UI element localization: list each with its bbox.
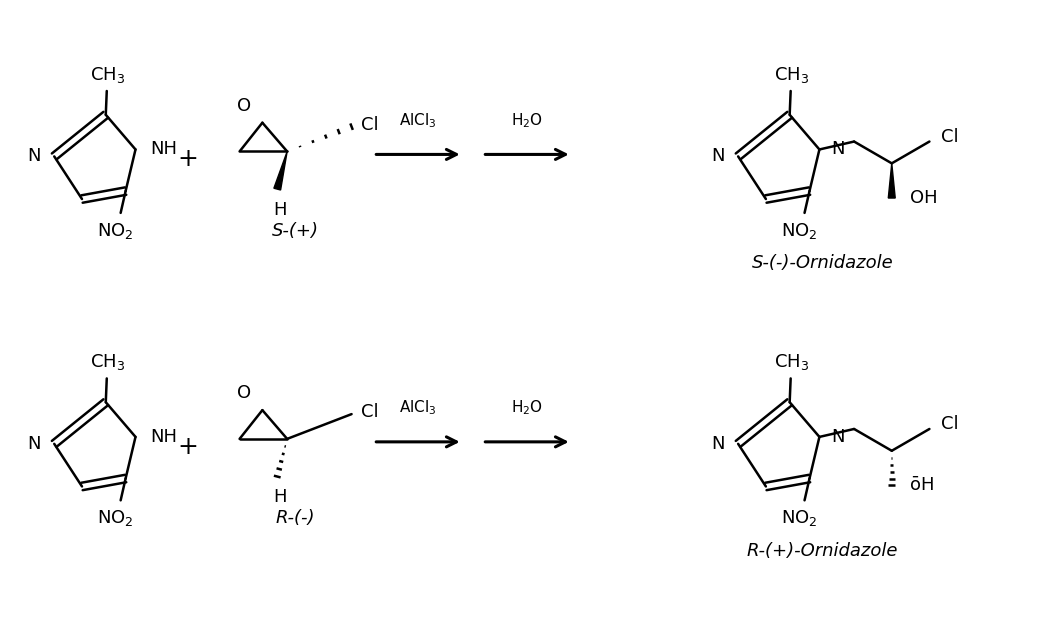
Text: N: N [711,435,725,453]
Text: NO$_2$: NO$_2$ [781,221,818,241]
Text: H: H [273,201,287,219]
Text: Cl: Cl [362,403,379,421]
Text: Cl: Cl [942,415,959,433]
Text: S-(+): S-(+) [272,222,318,240]
Text: O: O [237,384,252,402]
Text: NO$_2$: NO$_2$ [97,508,134,528]
Text: N: N [26,435,40,453]
Text: NO$_2$: NO$_2$ [781,508,818,528]
Text: CH$_3$: CH$_3$ [774,352,809,372]
Text: H: H [273,489,287,506]
Text: Cl: Cl [362,116,379,134]
Text: CH$_3$: CH$_3$ [774,65,809,85]
Text: S-(-)-Ornidazole: S-(-)-Ornidazole [751,254,893,273]
Text: N: N [26,148,40,165]
Text: NH: NH [150,141,178,158]
Text: CH$_3$: CH$_3$ [90,65,126,85]
Text: R-(-): R-(-) [275,509,315,527]
Text: AlCl$_3$: AlCl$_3$ [399,111,437,129]
Text: NH: NH [150,428,178,446]
Text: H$_2$O: H$_2$O [511,111,543,129]
Text: NO$_2$: NO$_2$ [97,221,134,241]
Polygon shape [274,151,287,190]
Text: CH$_3$: CH$_3$ [90,352,126,372]
Text: +: + [178,148,199,171]
Text: O: O [237,97,252,115]
Text: N: N [711,148,725,165]
Text: Cl: Cl [942,127,959,146]
Text: N: N [832,141,844,158]
Text: AlCl$_3$: AlCl$_3$ [399,398,437,417]
Text: +: + [178,435,199,459]
Text: N: N [832,428,844,446]
Text: ōH: ōH [910,477,934,494]
Text: R-(+)-Ornidazole: R-(+)-Ornidazole [747,542,898,560]
Polygon shape [889,163,895,198]
Text: H$_2$O: H$_2$O [511,398,543,417]
Text: OH: OH [910,189,937,207]
